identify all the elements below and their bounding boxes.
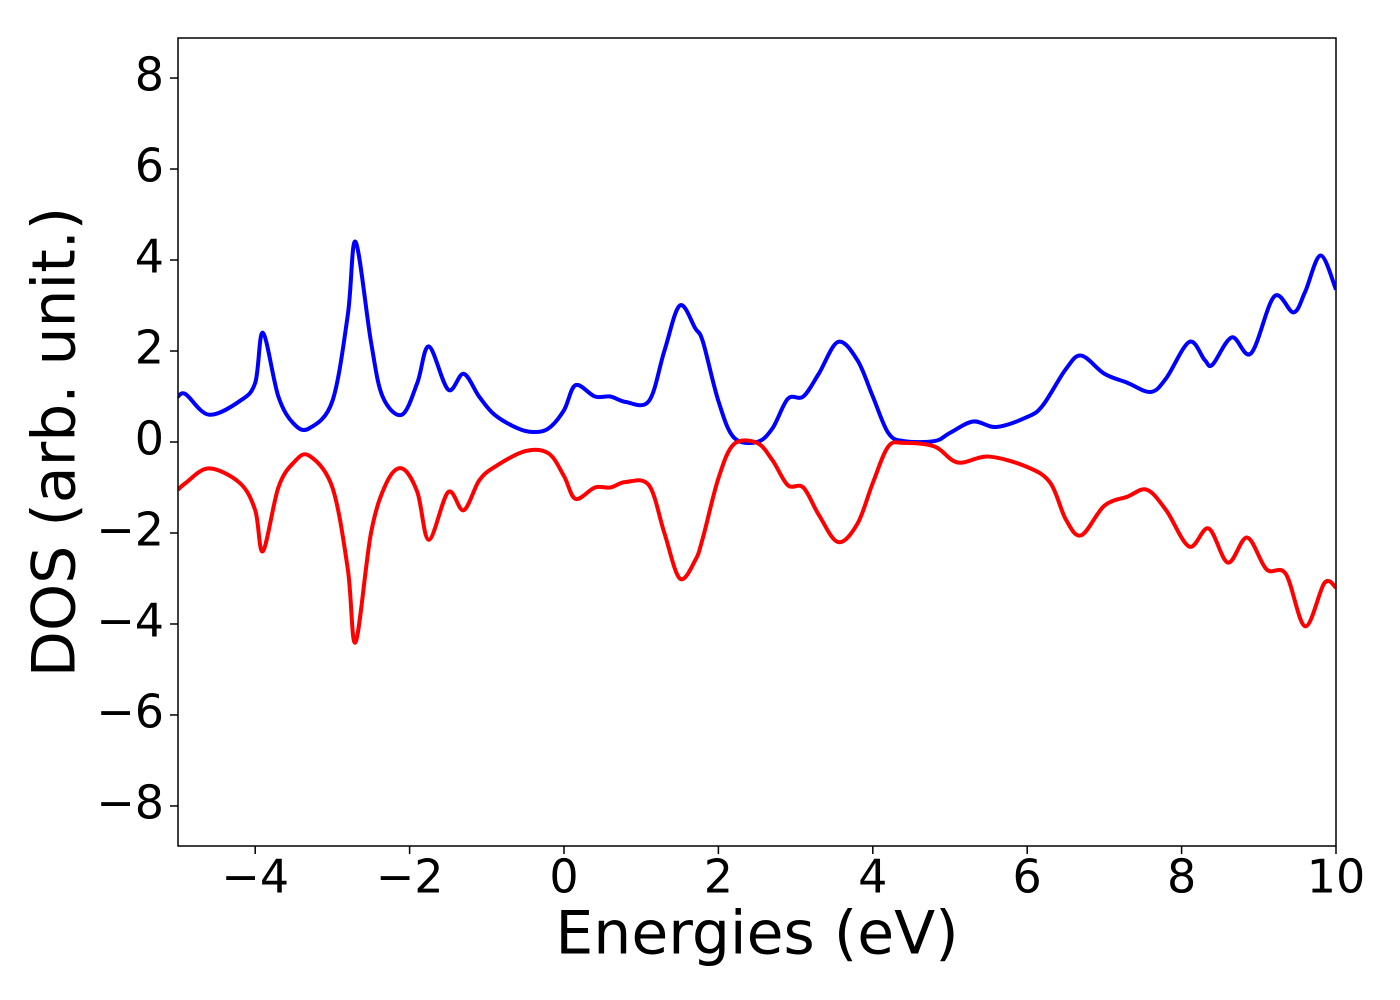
x-tick-label: 8 <box>1167 850 1196 904</box>
x-tick-label: 0 <box>549 850 578 904</box>
plot-frame <box>177 37 1337 847</box>
y-tick-label: 2 <box>135 321 164 375</box>
x-tick-label: 10 <box>1307 850 1366 904</box>
y-tick-label: 4 <box>135 230 164 284</box>
x-tick-label: 4 <box>858 850 887 904</box>
y-tick-label: −2 <box>96 502 164 556</box>
y-tick-label: 8 <box>135 48 164 102</box>
x-axis-label: Energies (eV) <box>555 899 958 969</box>
y-tick-label: 0 <box>135 412 164 466</box>
x-tick-label: 2 <box>704 850 733 904</box>
y-tick-label: −6 <box>96 684 164 738</box>
y-tick-label: −4 <box>96 593 164 647</box>
y-axis-label: DOS (arb. unit.) <box>20 207 90 677</box>
y-tick-label: 6 <box>135 139 164 193</box>
x-tick-label: 6 <box>1013 850 1042 904</box>
dos-line <box>178 239 1336 446</box>
x-tick-label: −2 <box>376 850 444 904</box>
dos-line <box>178 438 1336 645</box>
y-tick-label: −8 <box>96 775 164 829</box>
x-tick-label: −4 <box>221 850 289 904</box>
